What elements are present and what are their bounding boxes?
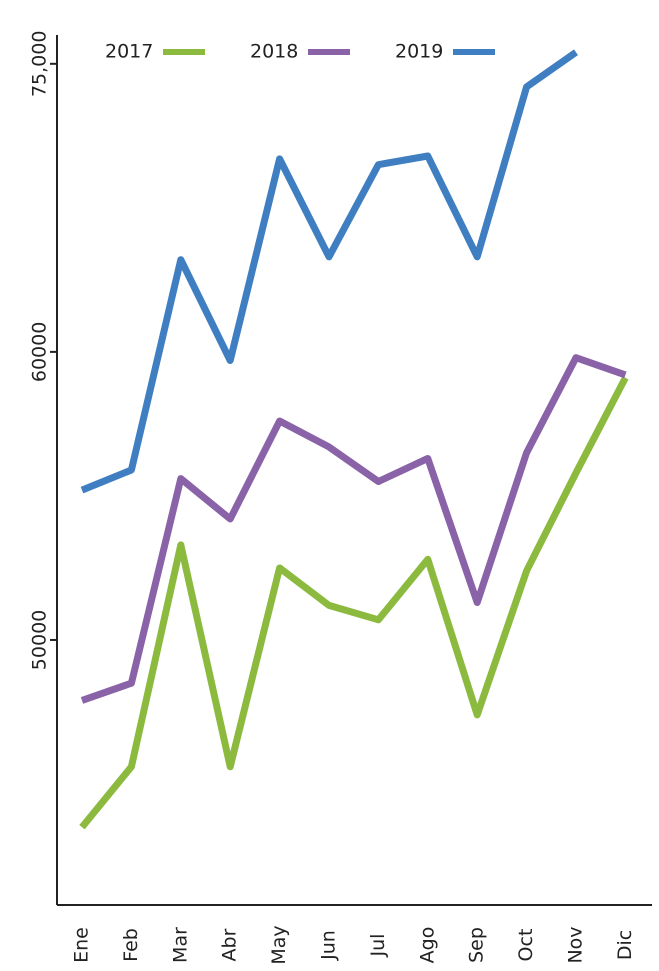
x-tick-label: Ene — [71, 927, 93, 963]
x-tick-label: Oct — [515, 929, 537, 962]
x-tick-label: Ago — [416, 927, 438, 964]
x-tick-label: Abr — [219, 928, 241, 961]
x-tick-label: Jun — [318, 930, 340, 961]
x-tick-label: Mar — [169, 927, 191, 963]
x-tick-label: May — [268, 925, 290, 964]
legend-label: 2017 — [105, 41, 153, 63]
x-tick-label: Jul — [367, 934, 389, 958]
x-tick-label: Feb — [120, 928, 142, 962]
y-tick-label: 50000 — [29, 610, 51, 670]
legend-label: 2018 — [250, 41, 298, 63]
y-tick-label: 60000 — [29, 322, 51, 382]
legend-label: 2019 — [395, 41, 443, 63]
series-line — [80, 49, 579, 494]
x-tick-label: Dic — [614, 930, 636, 960]
series-line — [79, 376, 629, 830]
x-tick-label: Sep — [466, 927, 488, 963]
y-tick-label: 75,000 — [29, 31, 51, 97]
series-line — [80, 354, 627, 704]
x-tick-label: Nov — [565, 926, 587, 963]
